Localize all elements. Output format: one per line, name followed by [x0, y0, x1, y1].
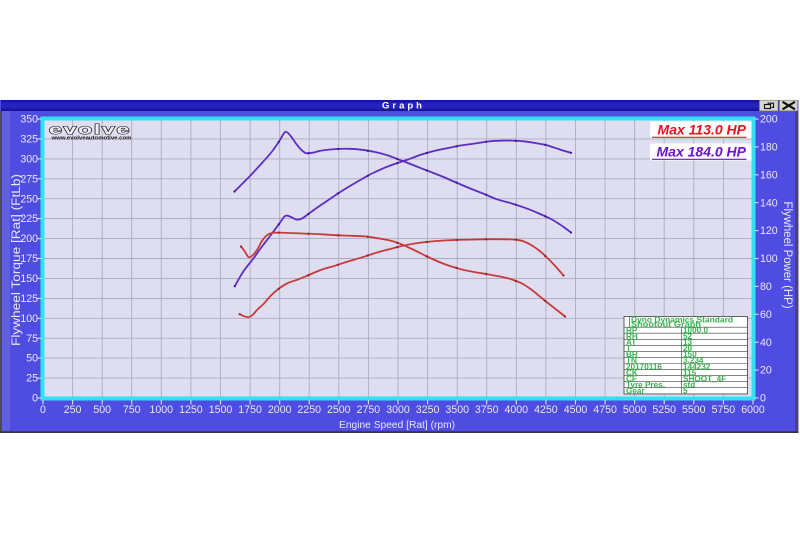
- svg-text:T: T: [626, 344, 631, 353]
- svg-text:3250: 3250: [416, 404, 440, 416]
- svg-text:2250: 2250: [297, 404, 321, 416]
- svg-text:150: 150: [683, 350, 697, 359]
- svg-text:4000: 4000: [505, 404, 529, 416]
- svg-text:6000: 6000: [741, 404, 765, 416]
- svg-text:Tyre Pres.: Tyre Pres.: [626, 380, 665, 389]
- svg-text:60: 60: [760, 309, 772, 321]
- svg-text:125: 125: [20, 293, 38, 305]
- svg-text:325: 325: [20, 134, 38, 146]
- svg-text:1000: 1000: [150, 404, 174, 416]
- svg-text:5750: 5750: [712, 404, 736, 416]
- svg-text:20: 20: [683, 344, 693, 353]
- svg-text:Max 184.0 HP: Max 184.0 HP: [657, 144, 747, 160]
- svg-text:Graph: Graph: [382, 101, 425, 112]
- svg-text:CF: CF: [626, 374, 637, 383]
- svg-text:Gear: Gear: [626, 387, 645, 396]
- svg-text:Shootout Graph: Shootout Graph: [631, 320, 701, 329]
- svg-text:80: 80: [760, 281, 772, 293]
- svg-text:40: 40: [760, 337, 772, 349]
- svg-text:250: 250: [20, 193, 38, 205]
- svg-text:52: 52: [683, 332, 693, 341]
- svg-text:5: 5: [683, 387, 688, 396]
- svg-text:180: 180: [760, 142, 778, 154]
- svg-text:175: 175: [20, 253, 38, 265]
- svg-text:200: 200: [20, 233, 38, 245]
- svg-text:RP: RP: [626, 326, 638, 335]
- svg-text:350: 350: [20, 114, 38, 126]
- svg-text:Flywheel Power (HP): Flywheel Power (HP): [781, 202, 793, 309]
- svg-text:300: 300: [20, 154, 38, 166]
- svg-text:75: 75: [26, 333, 38, 345]
- svg-text:0: 0: [32, 393, 38, 405]
- svg-text:BR: BR: [626, 350, 638, 359]
- svg-text:3500: 3500: [445, 404, 469, 416]
- svg-text:5250: 5250: [652, 404, 676, 416]
- svg-text:2750: 2750: [357, 404, 381, 416]
- svg-text:3750: 3750: [475, 404, 499, 416]
- svg-text:5000: 5000: [623, 404, 647, 416]
- svg-text:TN: TN: [626, 356, 637, 365]
- svg-text:Max 113.0 HP: Max 113.0 HP: [658, 122, 747, 138]
- svg-text:275: 275: [20, 173, 38, 185]
- svg-text:20: 20: [760, 365, 772, 377]
- svg-text:SHOOT_4F: SHOOT_4F: [683, 374, 726, 383]
- svg-text:4500: 4500: [564, 404, 588, 416]
- svg-text:160: 160: [760, 169, 778, 181]
- svg-text:5500: 5500: [682, 404, 706, 416]
- svg-text:144232: 144232: [683, 362, 711, 371]
- svg-text:1250: 1250: [179, 404, 203, 416]
- svg-text:evolve: evolve: [49, 122, 131, 137]
- svg-text:RH: RH: [626, 332, 638, 341]
- svg-text:4750: 4750: [593, 404, 617, 416]
- svg-text:1500: 1500: [209, 404, 233, 416]
- svg-text:100: 100: [760, 253, 778, 265]
- svg-text:1750: 1750: [238, 404, 262, 416]
- svg-text:150: 150: [20, 273, 38, 285]
- svg-text:AT: AT: [626, 338, 636, 347]
- svg-text:1000.0: 1000.0: [683, 326, 708, 335]
- svg-text:3.234: 3.234: [683, 356, 704, 365]
- svg-text:13: 13: [683, 338, 693, 347]
- svg-text:100: 100: [20, 313, 38, 325]
- svg-text:std: std: [683, 380, 695, 389]
- svg-text:3000: 3000: [386, 404, 410, 416]
- svg-text:250: 250: [64, 404, 82, 416]
- svg-text:20170116: 20170116: [626, 362, 662, 371]
- svg-text:www.evolveautomotive.com: www.evolveautomotive.com: [50, 135, 131, 141]
- svg-text:115: 115: [683, 368, 697, 377]
- svg-text:200: 200: [760, 114, 778, 126]
- svg-text:0: 0: [760, 393, 766, 405]
- svg-text:Flywheel Torque [Rat] (FtLb): Flywheel Torque [Rat] (FtLb): [9, 174, 23, 346]
- svg-text:Engine Speed [Rat] (rpm): Engine Speed [Rat] (rpm): [339, 420, 455, 431]
- svg-text:4250: 4250: [534, 404, 558, 416]
- svg-text:120: 120: [760, 225, 778, 237]
- svg-text:25: 25: [26, 373, 38, 385]
- svg-text:500: 500: [93, 404, 111, 416]
- svg-text:2000: 2000: [268, 404, 292, 416]
- svg-text:140: 140: [760, 197, 778, 209]
- svg-text:2500: 2500: [327, 404, 351, 416]
- svg-text:0: 0: [40, 404, 46, 416]
- svg-text:225: 225: [20, 213, 38, 225]
- svg-text:750: 750: [123, 404, 141, 416]
- svg-text:Dyno Dynamics Standard: Dyno Dynamics Standard: [631, 315, 733, 324]
- svg-text:50: 50: [26, 353, 38, 365]
- svg-text:CK: CK: [626, 368, 638, 377]
